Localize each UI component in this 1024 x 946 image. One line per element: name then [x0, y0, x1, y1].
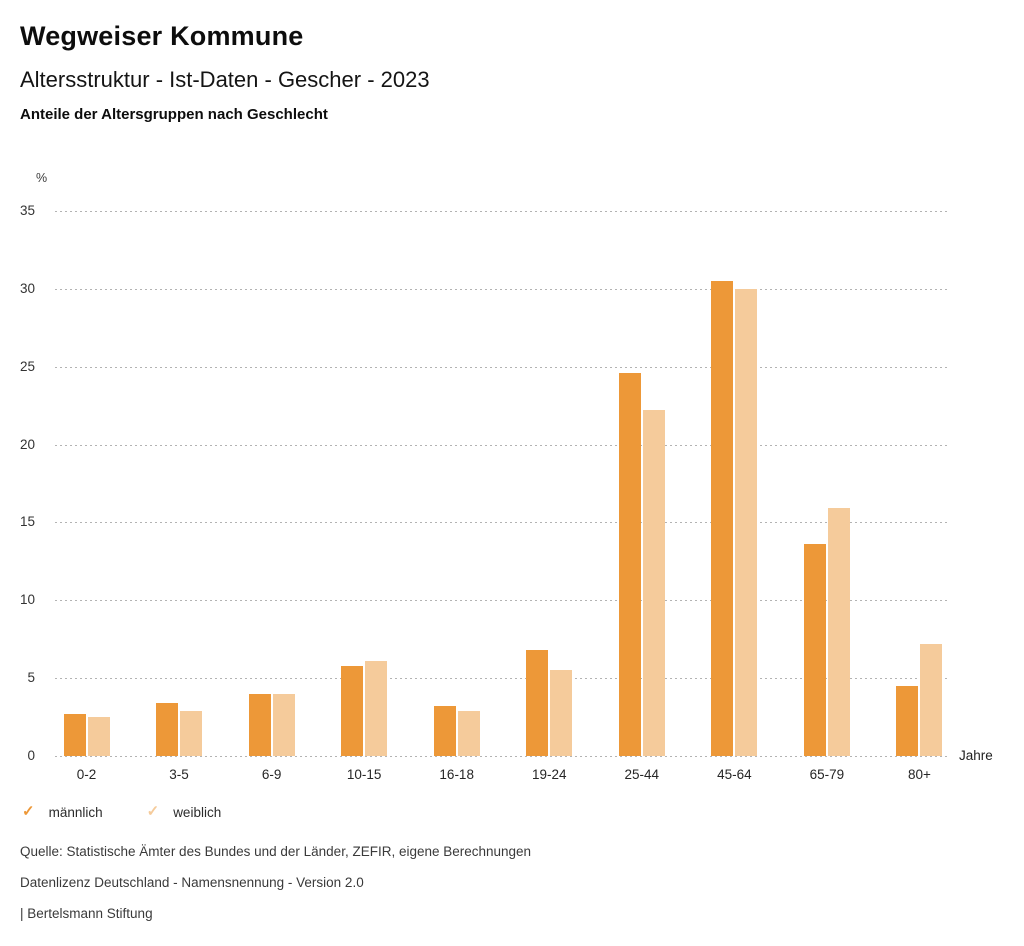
bar-weiblich-80+[interactable]	[920, 643, 943, 756]
check-icon: ✓	[22, 803, 35, 820]
gridline-20	[55, 444, 950, 446]
bar-männlich-6-9[interactable]	[248, 693, 271, 756]
gridline-0	[55, 756, 950, 757]
bar-chart-plot-area: % Jahre 0 5 10 15 20 25 30 35 0-2 3-5 6-9 10-15 16-1…	[20, 171, 993, 782]
bar-männlich-19-24[interactable]	[526, 650, 549, 756]
gridline-30	[55, 288, 950, 290]
bar-weiblich-3-5[interactable]	[180, 710, 203, 756]
y-tick-label-0: 0	[27, 748, 35, 763]
y-tick-label-5: 5	[27, 670, 35, 686]
x-tick-label-0-2: 0-2	[76, 767, 97, 782]
x-tick-label-80+: 80+	[907, 767, 931, 782]
bar-männlich-3-5[interactable]	[156, 703, 179, 756]
bar-männlich-45-64[interactable]	[711, 281, 734, 756]
y-tick-label-15: 15	[19, 514, 35, 530]
bar-weiblich-6-9[interactable]	[272, 693, 295, 756]
x-tick-label-3-5: 3-5	[169, 767, 189, 782]
gridline-15	[55, 522, 950, 524]
check-icon: ✓	[146, 803, 160, 820]
footer-attribution: | Bertelsmann Stiftung	[20, 906, 153, 921]
chart-legend: ✓ männlich ✓ weiblich	[22, 803, 221, 821]
y-tick-label-35: 35	[19, 203, 35, 218]
footer-source: Quelle: Statistische Ämter des Bundes un…	[20, 844, 532, 859]
bar-männlich-10-15[interactable]	[341, 665, 364, 756]
y-tick-label-25: 25	[19, 358, 35, 374]
bar-männlich-25-44[interactable]	[618, 372, 641, 756]
gridline-25	[55, 366, 950, 368]
bar-weiblich-10-15[interactable]	[365, 661, 388, 756]
x-axis-unit-label: Jahre	[959, 748, 993, 763]
x-tick-label-19-24: 19-24	[531, 767, 567, 782]
legend-item-label: männlich	[48, 804, 103, 820]
y-axis-unit-label: %	[36, 171, 48, 185]
bar-männlich-80+[interactable]	[896, 685, 919, 756]
x-tick-label-10-15: 10-15	[346, 767, 382, 782]
bar-männlich-65-79[interactable]	[803, 544, 826, 756]
footer-license: Datenlizenz Deutschland - Namensnennung …	[20, 875, 364, 890]
y-tick-label-20: 20	[19, 436, 35, 452]
page-title: Wegweiser Kommune	[20, 21, 304, 51]
gridline-35	[55, 211, 950, 212]
x-tick-label-45-64: 45-64	[717, 767, 752, 782]
x-tick-label-65-79: 65-79	[809, 767, 845, 782]
legend-item-weiblich[interactable]: ✓ weiblich	[147, 803, 222, 821]
bar-weiblich-16-18[interactable]	[457, 710, 480, 756]
chart-heading: Anteile der Altersgruppen nach Geschlech…	[20, 106, 328, 123]
page-subtitle: Altersstruktur - Ist-Daten - Gescher - 2…	[20, 67, 430, 92]
legend-item-label: weiblich	[173, 804, 222, 820]
gridline-10	[55, 600, 950, 602]
y-tick-label-10: 10	[19, 592, 35, 608]
bar-männlich-16-18[interactable]	[433, 706, 456, 756]
bar-weiblich-65-79[interactable]	[827, 508, 850, 756]
legend-item-männlich[interactable]: ✓ männlich	[22, 803, 103, 821]
bar-männlich-0-2[interactable]	[63, 713, 86, 756]
gridline-5	[55, 678, 950, 680]
bar-weiblich-19-24[interactable]	[550, 670, 573, 756]
x-tick-label-6-9: 6-9	[261, 767, 282, 782]
y-tick-label-30: 30	[19, 280, 35, 296]
bar-weiblich-25-44[interactable]	[642, 410, 665, 756]
bar-weiblich-45-64[interactable]	[735, 288, 758, 756]
x-tick-label-16-18: 16-18	[439, 767, 474, 782]
x-tick-label-25-44: 25-44	[624, 767, 660, 782]
bar-weiblich-0-2[interactable]	[87, 717, 110, 756]
